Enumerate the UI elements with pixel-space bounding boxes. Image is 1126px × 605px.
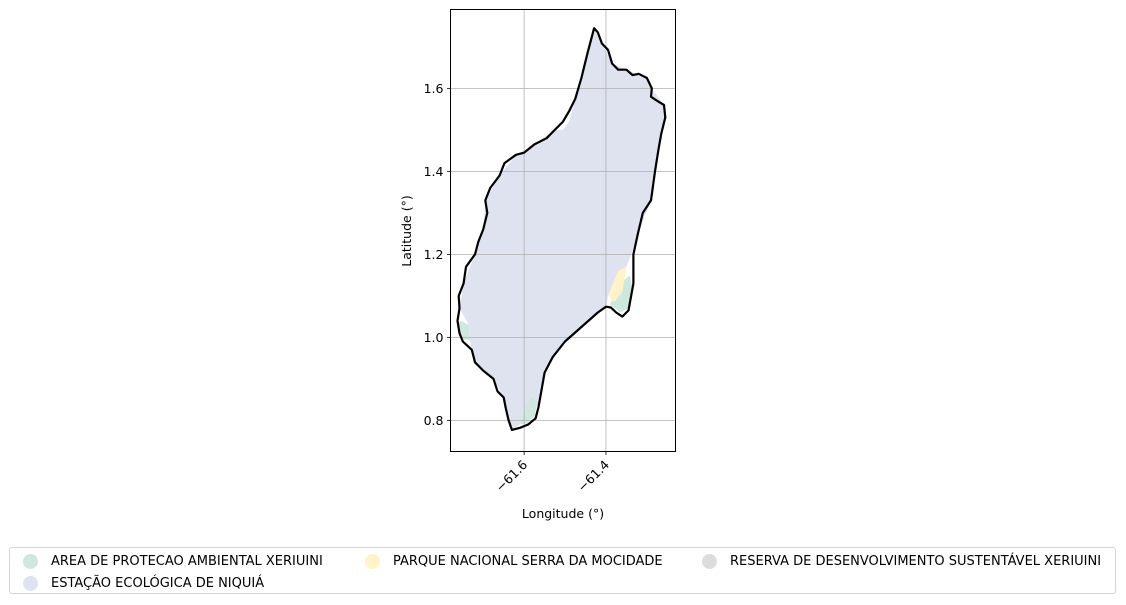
- legend-label-rds-xeriuini: RESERVA DE DESENVOLVIMENTO SUSTENTÁVEL X…: [730, 553, 1102, 569]
- legend-label-parque-serra-mocidade: PARQUE NACIONAL SERRA DA MOCIDADE: [393, 553, 663, 569]
- x-axis-title: Longitude (°): [522, 506, 604, 521]
- legend-swatch-apa-xeriuini: [23, 553, 38, 569]
- legend: AREA DE PROTECAO AMBIENTAL XERIUINI PARQ…: [9, 547, 1116, 594]
- legend-swatch-rds-xeriuini: [702, 553, 717, 569]
- legend-swatch-parque-serra-mocidade: [365, 553, 380, 569]
- y-tick-label: 1.4: [424, 164, 444, 179]
- y-tick-label: 1.0: [424, 330, 444, 345]
- y-axis-title: Latitude (°): [399, 195, 414, 266]
- legend-item-rds-xeriuini: RESERVA DE DESENVOLVIMENTO SUSTENTÁVEL X…: [702, 552, 1101, 570]
- legend-label-esec-niquia: ESTAÇÃO ECOLÓGICA DE NIQUIÁ: [51, 575, 265, 591]
- y-tick-label: 1.6: [424, 81, 444, 96]
- x-tick-label: −61.4: [574, 457, 612, 495]
- x-tick-label: −61.6: [493, 457, 531, 495]
- legend-swatch-esec-niquia: [23, 575, 38, 591]
- y-tick-label: 0.8: [424, 413, 444, 428]
- legend-item-esec-niquia: ESTAÇÃO ECOLÓGICA DE NIQUIÁ: [23, 574, 264, 592]
- legend-item-apa-xeriuini: AREA DE PROTECAO AMBIENTAL XERIUINI: [23, 552, 323, 570]
- plot-frame: [450, 9, 676, 452]
- gridlines: [450, 9, 676, 452]
- legend-item-parque-serra-mocidade: PARQUE NACIONAL SERRA DA MOCIDADE: [365, 552, 663, 570]
- boundary-layer: [456, 27, 667, 431]
- area-area-de-protecao-ambiental-xeriuini-0: [456, 320, 471, 341]
- y-tick-label: 1.2: [424, 247, 444, 262]
- study-area-boundary: [456, 27, 667, 431]
- area-area-de-protecao-ambiental-xeriuini-2: [610, 275, 633, 313]
- legend-label-apa-xeriuini: AREA DE PROTECAO AMBIENTAL XERIUINI: [51, 553, 323, 569]
- area-parque-nacional-serra-da-mocidade-0: [608, 266, 627, 303]
- area-estacao-ecologica-de-niquia-0: [459, 28, 666, 430]
